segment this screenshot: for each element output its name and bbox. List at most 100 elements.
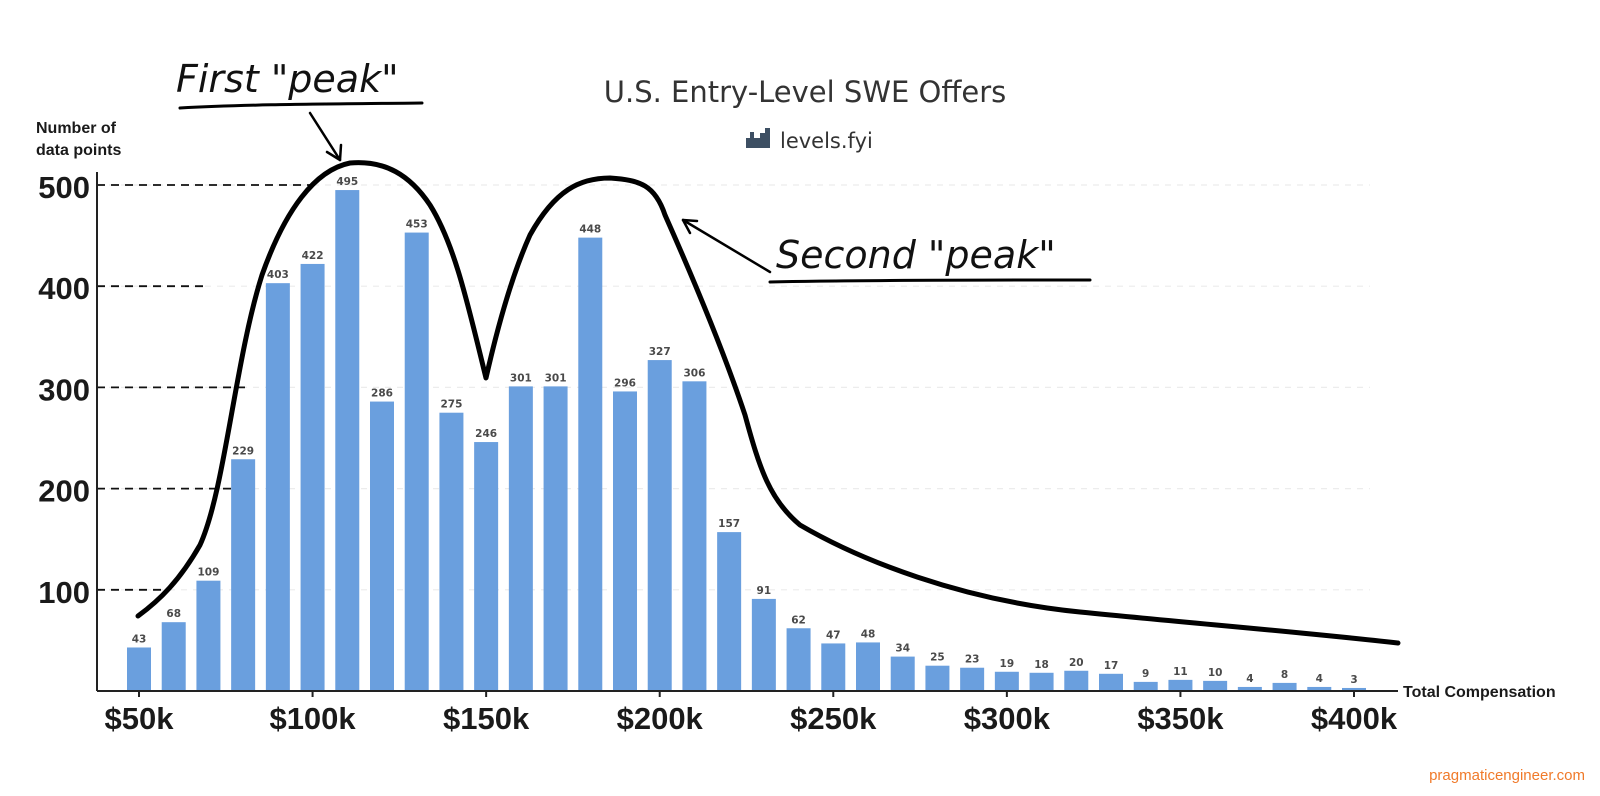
- annotation-first-peak: First "peak": [176, 57, 399, 101]
- y-axis-title-line-1: Number of: [36, 120, 117, 137]
- bar: [1203, 680, 1228, 691]
- bar-value-label: 422: [302, 250, 324, 262]
- x-tick-label: $400k: [1311, 701, 1398, 736]
- bar: [335, 190, 360, 691]
- bar: [1237, 686, 1262, 691]
- bar-value-label: 18: [1034, 659, 1049, 671]
- bar-value-label: 68: [166, 608, 181, 620]
- bar: [613, 391, 637, 691]
- bar: [1029, 672, 1054, 691]
- annotation-second-peak: Second "peak": [776, 233, 1056, 277]
- bar-value-label: 8: [1281, 669, 1288, 681]
- annotation-first-peak-arrowhead: [325, 143, 343, 162]
- bar: [1099, 673, 1123, 691]
- bar: [751, 598, 776, 691]
- bar: [543, 386, 568, 691]
- x-tick-label: $50k: [105, 701, 175, 736]
- bar: [856, 642, 880, 691]
- bar-value-label: 10: [1208, 667, 1223, 679]
- bar-value-label: 157: [718, 518, 740, 530]
- annotation-first-peak-arrow: [308, 111, 342, 162]
- y-tick-label: 200: [38, 474, 90, 509]
- x-tick-label: $150k: [443, 701, 530, 736]
- bar-value-label: 62: [791, 614, 806, 626]
- bars-layer: [127, 190, 1366, 691]
- bar: [821, 643, 846, 691]
- bar: [196, 580, 221, 691]
- source-label: levels.fyi: [780, 129, 873, 153]
- bar: [717, 532, 742, 691]
- bar: [960, 667, 985, 691]
- bar-value-label: 4: [1246, 673, 1253, 685]
- bar: [439, 412, 464, 691]
- bar: [925, 665, 950, 691]
- grid-layer: [97, 184, 1370, 591]
- bar-value-label: 301: [510, 372, 532, 384]
- source-logo: levels.fyi: [746, 128, 873, 153]
- bar: [1064, 670, 1089, 691]
- y-tick-label: 400: [38, 271, 90, 306]
- x-tick-label: $200k: [617, 701, 704, 736]
- x-tick-label: $250k: [790, 701, 877, 736]
- bar: [786, 628, 811, 691]
- bar-value-label: 25: [930, 652, 945, 664]
- bar: [370, 401, 394, 691]
- bar-value-label: 306: [683, 367, 705, 379]
- annotation-second-peak-underline: [768, 278, 1092, 284]
- bar-value-label: 495: [336, 176, 358, 188]
- bar-value-label: 47: [826, 629, 841, 641]
- bar: [994, 671, 1019, 691]
- bar-value-label: 19: [1000, 658, 1015, 670]
- bar: [161, 622, 186, 691]
- bar-value-label: 275: [440, 399, 462, 411]
- bar-value-label: 229: [232, 445, 254, 457]
- bar-value-label: 296: [614, 377, 636, 389]
- x-axis-title: Total Compensation: [1403, 684, 1556, 701]
- bar: [231, 459, 256, 691]
- x-tick-label: $100k: [269, 701, 356, 736]
- annotation-first-peak-underline: [178, 101, 424, 110]
- bar: [578, 237, 603, 691]
- annotation-second-peak-arrow: [681, 218, 772, 274]
- density-curve: [135, 160, 1401, 646]
- credit-label: pragmaticengineer.com: [1429, 767, 1585, 784]
- bar-value-label: 43: [132, 633, 147, 645]
- bar-value-label: 91: [757, 585, 772, 597]
- bar: [647, 360, 672, 691]
- bar-value-label: 20: [1069, 657, 1084, 669]
- y-tick-label: 100: [38, 575, 90, 610]
- x-tick-label: $300k: [964, 701, 1051, 736]
- y-tick-label: 500: [38, 170, 90, 205]
- bar: [265, 283, 290, 691]
- x-tick-label: $350k: [1137, 701, 1224, 736]
- bar-value-label: 9: [1142, 668, 1149, 680]
- chart-title: U.S. Entry-Level SWE Offers: [604, 75, 1006, 109]
- bar: [1133, 681, 1158, 691]
- levels-logo-steps-icon: [749, 128, 770, 148]
- bar: [1168, 679, 1193, 691]
- bar-value-label: 11: [1173, 666, 1188, 678]
- bar-value-label: 448: [579, 224, 601, 236]
- bar-value-label: 246: [475, 428, 497, 440]
- bar: [508, 386, 533, 691]
- bar-value-label: 17: [1104, 660, 1119, 672]
- bar: [1342, 687, 1366, 691]
- bar-value-label: 34: [895, 643, 910, 655]
- bar-value-label: 453: [406, 219, 428, 231]
- y-axis-title-line-2: data points: [36, 142, 121, 159]
- bar: [300, 263, 325, 691]
- bar: [1307, 686, 1332, 691]
- y-tick-label: 300: [38, 372, 90, 407]
- bar-value-label: 327: [649, 346, 671, 358]
- bar: [474, 442, 499, 691]
- ticks-layer: 100 200 300 400 500 $50k $100k $150k $200k $250k $…: [38, 170, 1398, 736]
- bar-value-label: 286: [371, 388, 393, 400]
- bar: [127, 647, 151, 691]
- bar: [682, 381, 707, 691]
- bar-value-label: 109: [197, 567, 219, 579]
- bar-value-label: 403: [267, 269, 289, 281]
- bar-value-label: 301: [545, 372, 567, 384]
- bar-value-label: 48: [861, 628, 876, 640]
